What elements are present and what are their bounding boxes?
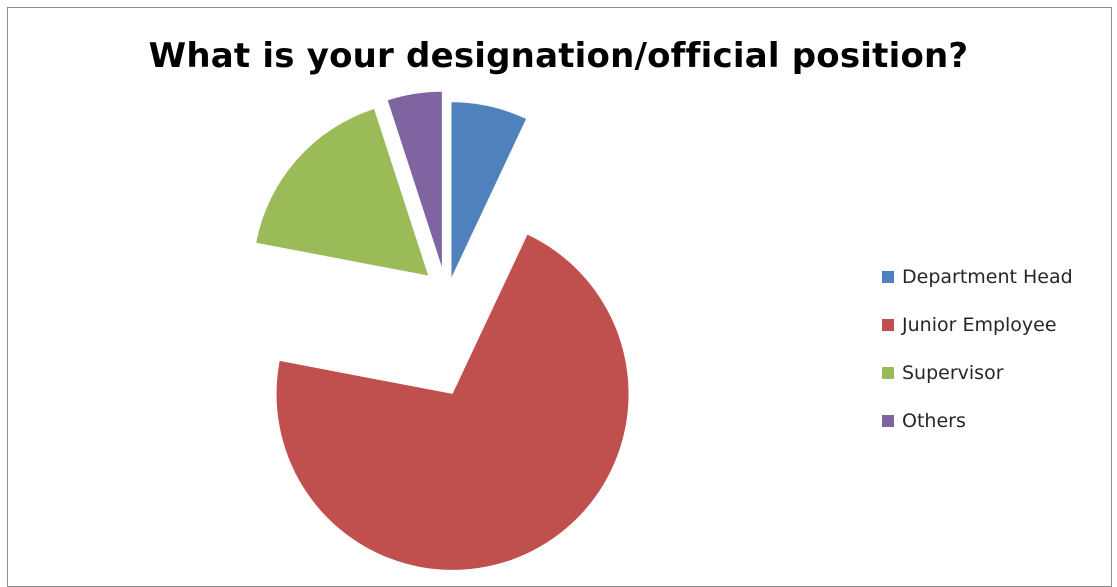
slice-department-head: [451, 102, 527, 278]
chart-title: What is your designation/official positi…: [148, 36, 969, 76]
legend-swatch: [882, 271, 894, 283]
legend-label: Others: [902, 410, 966, 432]
legend-item-department-head: Department Head: [882, 253, 1073, 301]
legend-item-junior-employee: Junior Employee: [882, 301, 1073, 349]
legend-swatch: [882, 319, 894, 331]
legend-item-supervisor: Supervisor: [882, 349, 1073, 397]
pie-slices: [256, 91, 629, 570]
legend-label: Supervisor: [902, 362, 1004, 384]
legend-swatch: [882, 367, 894, 379]
legend-label: Department Head: [902, 266, 1073, 288]
slice-junior-employee: [276, 234, 629, 570]
slice-supervisor: [256, 108, 429, 276]
slice-others: [387, 91, 442, 267]
legend-swatch: [882, 415, 894, 427]
legend-item-others: Others: [882, 397, 1073, 445]
legend-label: Junior Employee: [902, 314, 1057, 336]
legend: Department Head Junior Employee Supervis…: [882, 253, 1073, 445]
